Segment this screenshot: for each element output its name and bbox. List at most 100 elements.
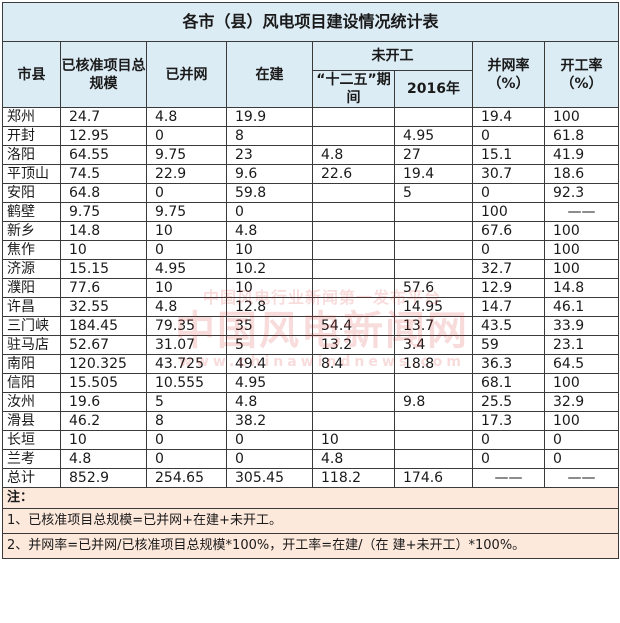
cell-start-rate: 0 — [543, 449, 620, 469]
cell-grid-rate: 25.5 — [472, 392, 545, 412]
cell-city: 郑州 — [2, 107, 61, 127]
table-row: 焦作 10 0 10 0 100 — [2, 240, 620, 260]
cell-building: 10 — [226, 278, 313, 298]
cell-start-rate: —— — [543, 468, 620, 488]
cell-approved: 32.55 — [60, 297, 147, 317]
cell-plan125 — [312, 373, 395, 393]
cell-grid: 79.35 — [146, 316, 227, 336]
cell-plan125: 118.2 — [312, 468, 395, 488]
table-row: 滑县 46.2 8 38.2 17.3 100 — [2, 411, 620, 431]
cell-grid-rate: 43.5 — [472, 316, 545, 336]
header-start-rate: 开工率（%） — [543, 41, 620, 108]
cell-grid-rate: 30.7 — [472, 164, 545, 184]
cell-grid-rate: 67.6 — [472, 221, 545, 241]
cell-plan125 — [312, 278, 395, 298]
cell-building: 305.45 — [226, 468, 313, 488]
table-row: 安阳 64.8 0 59.8 5 0 92.3 — [2, 183, 620, 203]
table-row: 郑州 24.7 4.8 19.9 19.4 100 — [2, 107, 620, 127]
cell-city: 信阳 — [2, 373, 61, 393]
cell-building: 35 — [226, 316, 313, 336]
table-row: 总计 852.9 254.65 305.45 118.2 174.6 —— —— — [2, 468, 620, 488]
cell-city: 三门峡 — [2, 316, 61, 336]
cell-y2016: 3.4 — [394, 335, 473, 355]
cell-y2016: 4.95 — [394, 126, 473, 146]
table-row: 濮阳 77.6 10 10 57.6 12.9 14.8 — [2, 278, 620, 298]
cell-start-rate: 100 — [543, 411, 620, 431]
cell-approved: 64.55 — [60, 145, 147, 165]
cell-approved: 24.7 — [60, 107, 147, 127]
header-grid: 已并网 — [146, 41, 227, 108]
cell-grid-rate: 0 — [472, 126, 545, 146]
cell-grid: 4.8 — [146, 107, 227, 127]
table-row: 开封 12.95 0 8 4.95 0 61.8 — [2, 126, 620, 146]
cell-city: 兰考 — [2, 449, 61, 469]
table-row: 长垣 10 0 0 10 0 0 — [2, 430, 620, 450]
cell-y2016: 27 — [394, 145, 473, 165]
cell-plan125: 8.4 — [312, 354, 395, 374]
cell-city: 汝州 — [2, 392, 61, 412]
cell-y2016 — [394, 240, 473, 260]
cell-city: 滑县 — [2, 411, 61, 431]
cell-start-rate: 23.1 — [543, 335, 620, 355]
table-row: 南阳 120.325 43.725 49.4 8.4 18.8 36.3 64.5 — [2, 354, 620, 374]
cell-approved: 77.6 — [60, 278, 147, 298]
cell-approved: 10 — [60, 240, 147, 260]
cell-building: 9.6 — [226, 164, 313, 184]
cell-plan125 — [312, 107, 395, 127]
cell-grid: 10.555 — [146, 373, 227, 393]
header-building: 在建 — [226, 41, 313, 108]
cell-plan125 — [312, 240, 395, 260]
cell-y2016 — [394, 411, 473, 431]
cell-city: 焦作 — [2, 240, 61, 260]
cell-start-rate: 64.5 — [543, 354, 620, 374]
cell-plan125 — [312, 126, 395, 146]
cell-y2016: 9.8 — [394, 392, 473, 412]
cell-building: 23 — [226, 145, 313, 165]
cell-start-rate: 100 — [543, 240, 620, 260]
header-approved: 已核准项目总规模 — [60, 41, 147, 108]
table-container: 各市（县）风电项目建设情况统计表 市县 已核准项目总规模 已并网 在建 未开工 … — [1, 2, 620, 559]
cell-building: 8 — [226, 126, 313, 146]
cell-grid-rate: 59 — [472, 335, 545, 355]
cell-grid: 31.07 — [146, 335, 227, 355]
cell-building: 19.9 — [226, 107, 313, 127]
cell-start-rate: 61.8 — [543, 126, 620, 146]
table-row: 信阳 15.505 10.555 4.95 68.1 100 — [2, 373, 620, 393]
cell-city: 平顶山 — [2, 164, 61, 184]
cell-start-rate: 92.3 — [543, 183, 620, 203]
cell-start-rate: —— — [543, 202, 620, 222]
cell-grid-rate: 0 — [472, 240, 545, 260]
cell-city: 洛阳 — [2, 145, 61, 165]
cell-grid: 9.75 — [146, 202, 227, 222]
cell-city: 济源 — [2, 259, 61, 279]
cell-grid: 43.725 — [146, 354, 227, 374]
cell-approved: 64.8 — [60, 183, 147, 203]
cell-grid: 4.8 — [146, 297, 227, 317]
cell-y2016 — [394, 107, 473, 127]
cell-y2016 — [394, 202, 473, 222]
header-2016: 2016年 — [394, 70, 473, 108]
cell-building: 0 — [226, 202, 313, 222]
cell-start-rate: 46.1 — [543, 297, 620, 317]
cell-city: 新乡 — [2, 221, 61, 241]
cell-y2016: 5 — [394, 183, 473, 203]
cell-city: 安阳 — [2, 183, 61, 203]
cell-y2016: 13.7 — [394, 316, 473, 336]
cell-grid: 0 — [146, 126, 227, 146]
cell-grid-rate: 0 — [472, 449, 545, 469]
cell-grid: 5 — [146, 392, 227, 412]
header-city: 市县 — [2, 41, 61, 108]
cell-grid-rate: —— — [472, 468, 545, 488]
cell-building: 0 — [226, 430, 313, 450]
cell-grid: 254.65 — [146, 468, 227, 488]
cell-grid-rate: 0 — [472, 430, 545, 450]
cell-grid: 0 — [146, 183, 227, 203]
cell-y2016: 19.4 — [394, 164, 473, 184]
cell-city: 南阳 — [2, 354, 61, 374]
cell-start-rate: 100 — [543, 259, 620, 279]
cell-grid: 10 — [146, 278, 227, 298]
cell-grid: 0 — [146, 240, 227, 260]
cell-y2016: 174.6 — [394, 468, 473, 488]
cell-start-rate: 0 — [543, 430, 620, 450]
cell-y2016 — [394, 259, 473, 279]
